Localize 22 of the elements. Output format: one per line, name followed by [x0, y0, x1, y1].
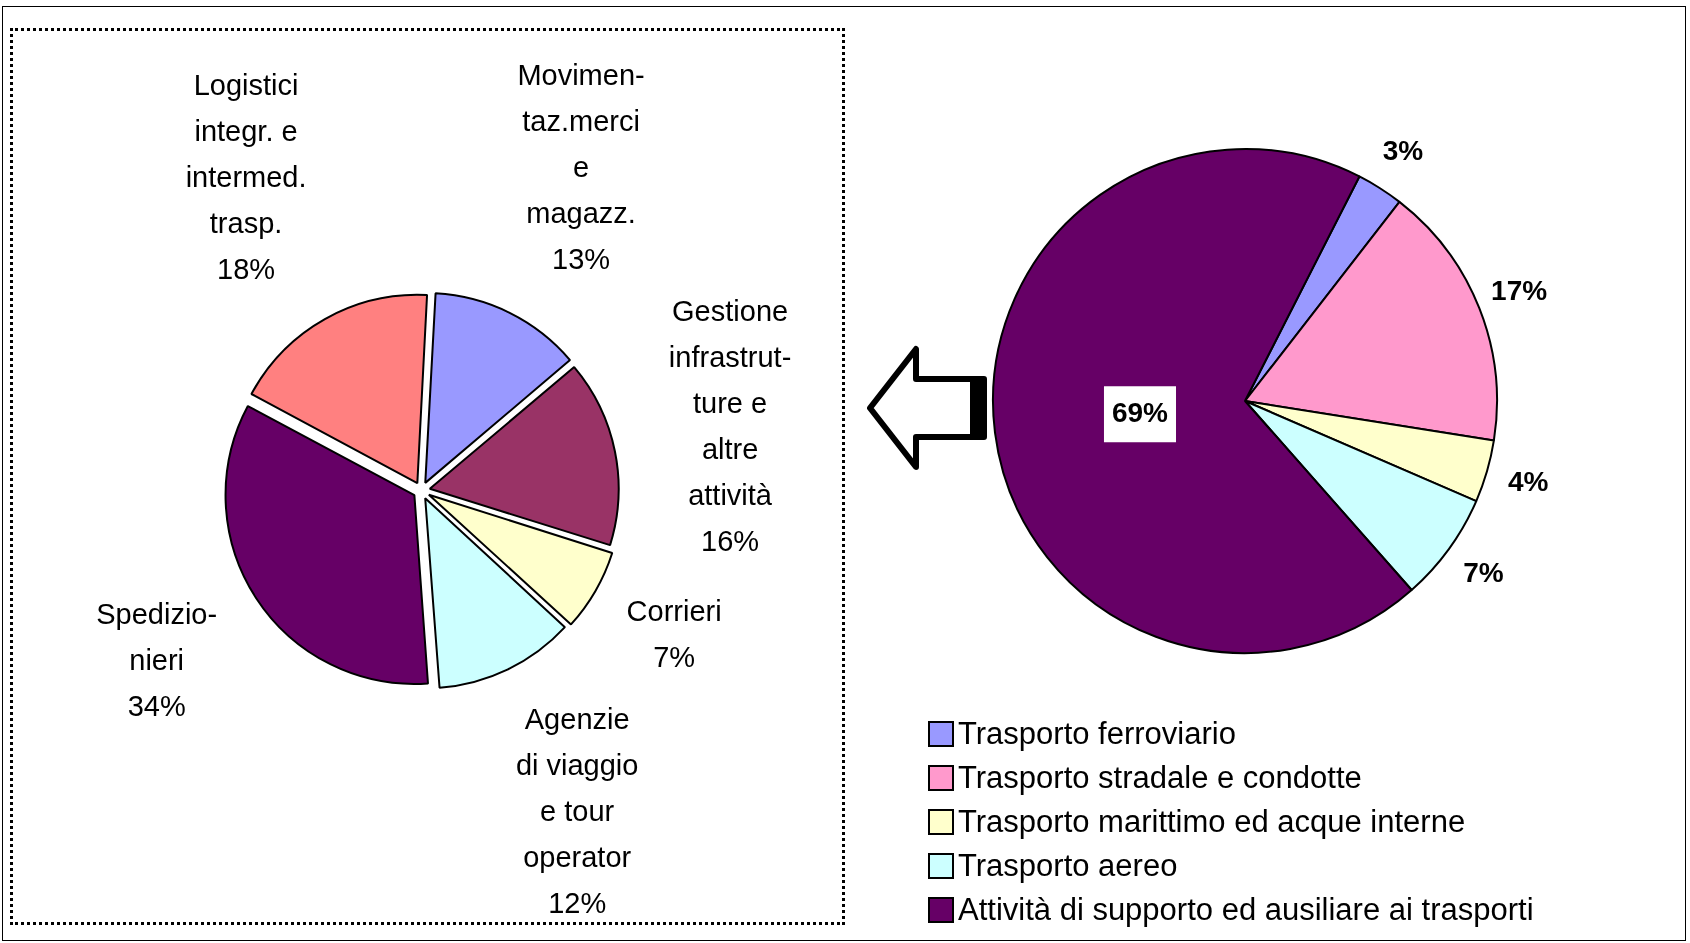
slice-label: Logistici integr. e intermed. trasp.	[185, 69, 307, 240]
slice-label: Agenzie di viaggio e tour operator	[515, 702, 639, 873]
slice-label: Spedizio- nieri	[96, 598, 218, 677]
data-label: 4%	[1507, 465, 1549, 497]
data-label: 17%	[1491, 275, 1548, 307]
data-label: 18%	[217, 253, 276, 286]
data-label: 13%	[552, 243, 611, 276]
slice-label: Movimen- taz.merci e magazz.	[517, 59, 645, 230]
legend-label: Trasporto aereo	[958, 847, 1178, 885]
data-label: 3%	[1382, 134, 1424, 166]
data-label: 7%	[1463, 557, 1504, 589]
data-label: 69%	[1111, 396, 1169, 428]
slice-label: Corrieri	[626, 595, 722, 628]
data-label: 16%	[701, 525, 760, 558]
data-label: 7%	[653, 641, 696, 674]
data-label: 34%	[127, 690, 186, 723]
slice-label: Gestione infrastrut- ture e altre attività	[668, 295, 792, 512]
legend-label: Attività di supporto ed ausiliare ai trasporti	[958, 891, 1534, 929]
legend-label: Trasporto marittimo ed acque interne	[958, 803, 1466, 841]
data-label: 12%	[548, 886, 607, 919]
legend-label: Trasporto stradale e condotte	[958, 759, 1362, 797]
legend-label: Trasporto ferroviario	[958, 715, 1236, 753]
